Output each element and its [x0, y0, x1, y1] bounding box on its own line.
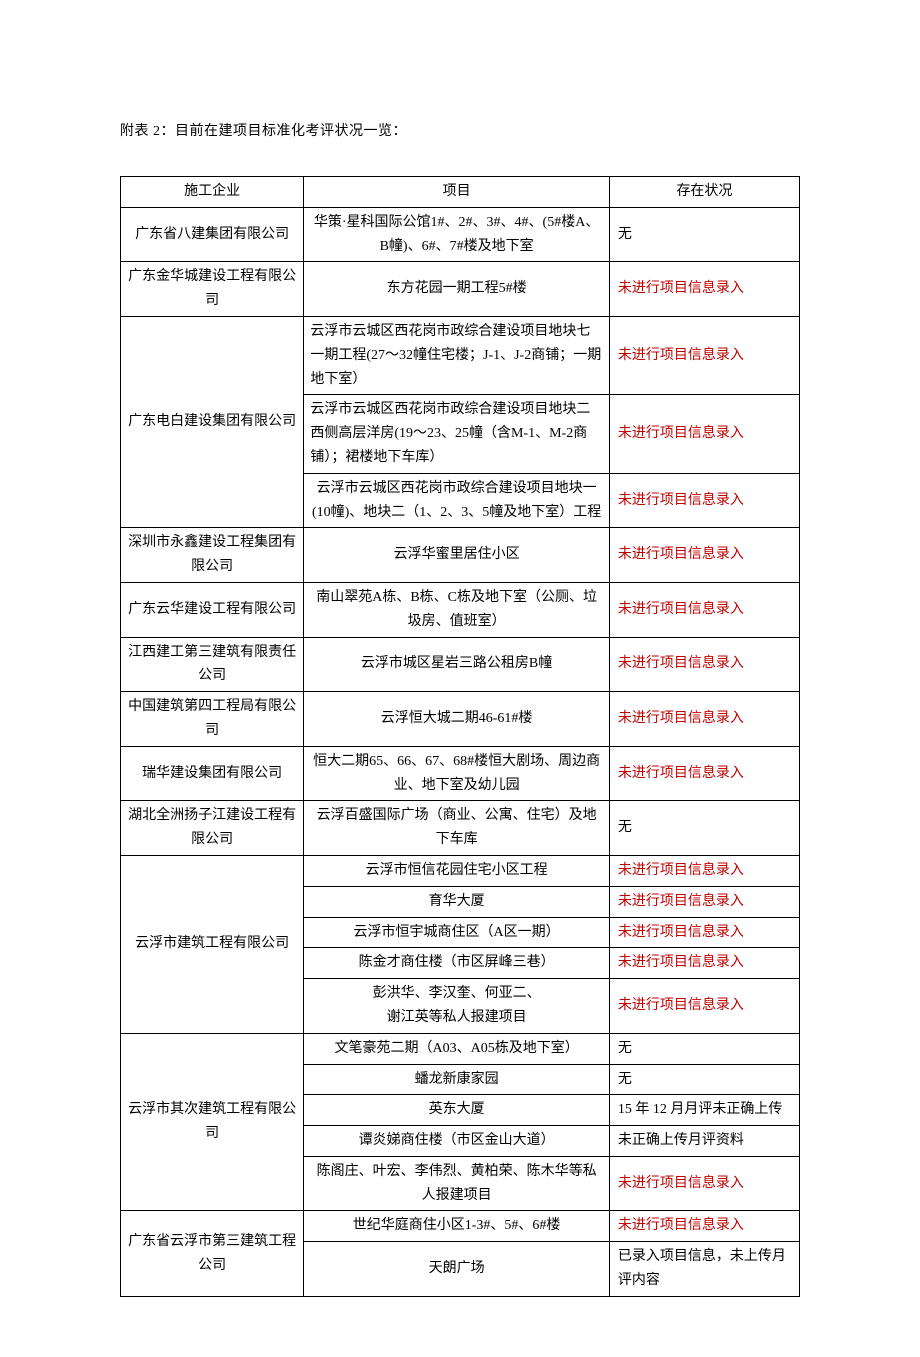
cell-status: 无	[609, 801, 799, 856]
cell-project: 云浮市城区星岩三路公租房B幢	[304, 637, 610, 692]
table-row: 广东省云浮市第三建筑工程公司 世纪华庭商住小区1-3#、5#、6#楼 未进行项目…	[121, 1211, 800, 1242]
cell-project: 英东大厦	[304, 1095, 610, 1126]
cell-company: 广东省八建集团有限公司	[121, 207, 304, 262]
cell-status: 未进行项目信息录入	[609, 1156, 799, 1211]
cell-company: 湖北全洲扬子江建设工程有限公司	[121, 801, 304, 856]
cell-company: 瑞华建设集团有限公司	[121, 746, 304, 801]
cell-status: 未进行项目信息录入	[609, 1211, 799, 1242]
header-status: 存在状况	[609, 177, 799, 208]
cell-status: 已录入项目信息，未上传月评内容	[609, 1242, 799, 1297]
cell-status: 未进行项目信息录入	[609, 917, 799, 948]
cell-project: 云浮市恒信花园住宅小区工程	[304, 855, 610, 886]
cell-project: 云浮市云城区西花岗市政综合建设项目地块七一期工程(27～32幢住宅楼；J-1、J…	[304, 316, 610, 394]
table-row: 中国建筑第四工程局有限公司 云浮恒大城二期46-61#楼 未进行项目信息录入	[121, 692, 800, 747]
table-row: 广东省八建集团有限公司 华策·星科国际公馆1#、2#、3#、4#、(5#楼A、B…	[121, 207, 800, 262]
cell-company: 广东金华城建设工程有限公司	[121, 262, 304, 317]
cell-status: 无	[609, 207, 799, 262]
cell-project: 陈金才商住楼（市区屏峰三巷）	[304, 948, 610, 979]
cell-project: 世纪华庭商住小区1-3#、5#、6#楼	[304, 1211, 610, 1242]
table-row: 湖北全洲扬子江建设工程有限公司 云浮百盛国际广场（商业、公寓、住宅）及地下车库 …	[121, 801, 800, 856]
cell-status: 未进行项目信息录入	[609, 316, 799, 394]
cell-company: 广东云华建设工程有限公司	[121, 582, 304, 637]
cell-project: 东方花园一期工程5#楼	[304, 262, 610, 317]
cell-project: 云浮华蜜里居住小区	[304, 528, 610, 583]
cell-project: 育华大厦	[304, 886, 610, 917]
cell-company: 深圳市永鑫建设工程集团有限公司	[121, 528, 304, 583]
cell-project-line1: 彭洪华、李汉奎、何亚二、	[373, 986, 541, 1001]
cell-company: 云浮市其次建筑工程有限公司	[121, 1033, 304, 1211]
cell-status: 未进行项目信息录入	[609, 395, 799, 473]
table-row: 广东金华城建设工程有限公司 东方花园一期工程5#楼 未进行项目信息录入	[121, 262, 800, 317]
cell-project: 陈阁庄、叶宏、李伟烈、黄柏荣、陈木华等私人报建项目	[304, 1156, 610, 1211]
cell-company: 广东省云浮市第三建筑工程公司	[121, 1211, 304, 1296]
table-row: 广东电白建设集团有限公司 云浮市云城区西花岗市政综合建设项目地块七一期工程(27…	[121, 316, 800, 394]
cell-project: 天朗广场	[304, 1242, 610, 1297]
cell-status: 15 年 12 月月评未正确上传	[609, 1095, 799, 1126]
table-row: 广东云华建设工程有限公司 南山翠苑A栋、B栋、C栋及地下室（公厕、垃圾房、值班室…	[121, 582, 800, 637]
cell-company: 云浮市建筑工程有限公司	[121, 855, 304, 1033]
cell-project: 云浮市云城区西花岗市政综合建设项目地块一(10幢)、地块二（1、2、3、5幢及地…	[304, 473, 610, 528]
cell-project: 文笔豪苑二期（A03、A05栋及地下室）	[304, 1033, 610, 1064]
cell-status: 未进行项目信息录入	[609, 473, 799, 528]
cell-project: 南山翠苑A栋、B栋、C栋及地下室（公厕、垃圾房、值班室）	[304, 582, 610, 637]
cell-company: 江西建工第三建筑有限责任公司	[121, 637, 304, 692]
header-project: 项目	[304, 177, 610, 208]
cell-status: 未进行项目信息录入	[609, 979, 799, 1034]
table-row: 云浮市建筑工程有限公司 云浮市恒信花园住宅小区工程 未进行项目信息录入	[121, 855, 800, 886]
table-header-row: 施工企业 项目 存在状况	[121, 177, 800, 208]
cell-status: 无	[609, 1064, 799, 1095]
cell-project: 恒大二期65、66、67、68#楼恒大剧场、周边商业、地下室及幼儿园	[304, 746, 610, 801]
table-caption: 附表 2：目前在建项目标准化考评状况一览：	[120, 120, 800, 140]
header-company: 施工企业	[121, 177, 304, 208]
cell-project: 华策·星科国际公馆1#、2#、3#、4#、(5#楼A、B幢)、6#、7#楼及地下…	[304, 207, 610, 262]
table-row: 瑞华建设集团有限公司 恒大二期65、66、67、68#楼恒大剧场、周边商业、地下…	[121, 746, 800, 801]
evaluation-table: 施工企业 项目 存在状况 广东省八建集团有限公司 华策·星科国际公馆1#、2#、…	[120, 176, 800, 1297]
cell-status: 未进行项目信息录入	[609, 528, 799, 583]
table-row: 深圳市永鑫建设工程集团有限公司 云浮华蜜里居住小区 未进行项目信息录入	[121, 528, 800, 583]
cell-project: 云浮市云城区西花岗市政综合建设项目地块二西侧高层洋房(19～23、25幢（含M-…	[304, 395, 610, 473]
cell-status: 未进行项目信息录入	[609, 886, 799, 917]
cell-status: 未进行项目信息录入	[609, 262, 799, 317]
cell-status: 未正确上传月评资料	[609, 1126, 799, 1157]
cell-project: 云浮市恒宇城商住区（A区一期）	[304, 917, 610, 948]
cell-project-line2: 谢江英等私人报建项目	[387, 1010, 527, 1025]
cell-status: 未进行项目信息录入	[609, 582, 799, 637]
table-row: 江西建工第三建筑有限责任公司 云浮市城区星岩三路公租房B幢 未进行项目信息录入	[121, 637, 800, 692]
cell-status: 未进行项目信息录入	[609, 855, 799, 886]
cell-company: 广东电白建设集团有限公司	[121, 316, 304, 527]
cell-project: 蟠龙新康家园	[304, 1064, 610, 1095]
cell-status: 未进行项目信息录入	[609, 637, 799, 692]
cell-project: 谭炎娣商住楼（市区金山大道）	[304, 1126, 610, 1157]
cell-project: 彭洪华、李汉奎、何亚二、 谢江英等私人报建项目	[304, 979, 610, 1034]
cell-company: 中国建筑第四工程局有限公司	[121, 692, 304, 747]
cell-status: 无	[609, 1033, 799, 1064]
cell-status: 未进行项目信息录入	[609, 746, 799, 801]
table-row: 云浮市其次建筑工程有限公司 文笔豪苑二期（A03、A05栋及地下室） 无	[121, 1033, 800, 1064]
cell-status: 未进行项目信息录入	[609, 692, 799, 747]
cell-status: 未进行项目信息录入	[609, 948, 799, 979]
cell-project: 云浮百盛国际广场（商业、公寓、住宅）及地下车库	[304, 801, 610, 856]
cell-project: 云浮恒大城二期46-61#楼	[304, 692, 610, 747]
